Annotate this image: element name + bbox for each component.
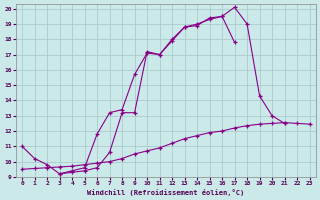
X-axis label: Windchill (Refroidissement éolien,°C): Windchill (Refroidissement éolien,°C): [87, 189, 244, 196]
